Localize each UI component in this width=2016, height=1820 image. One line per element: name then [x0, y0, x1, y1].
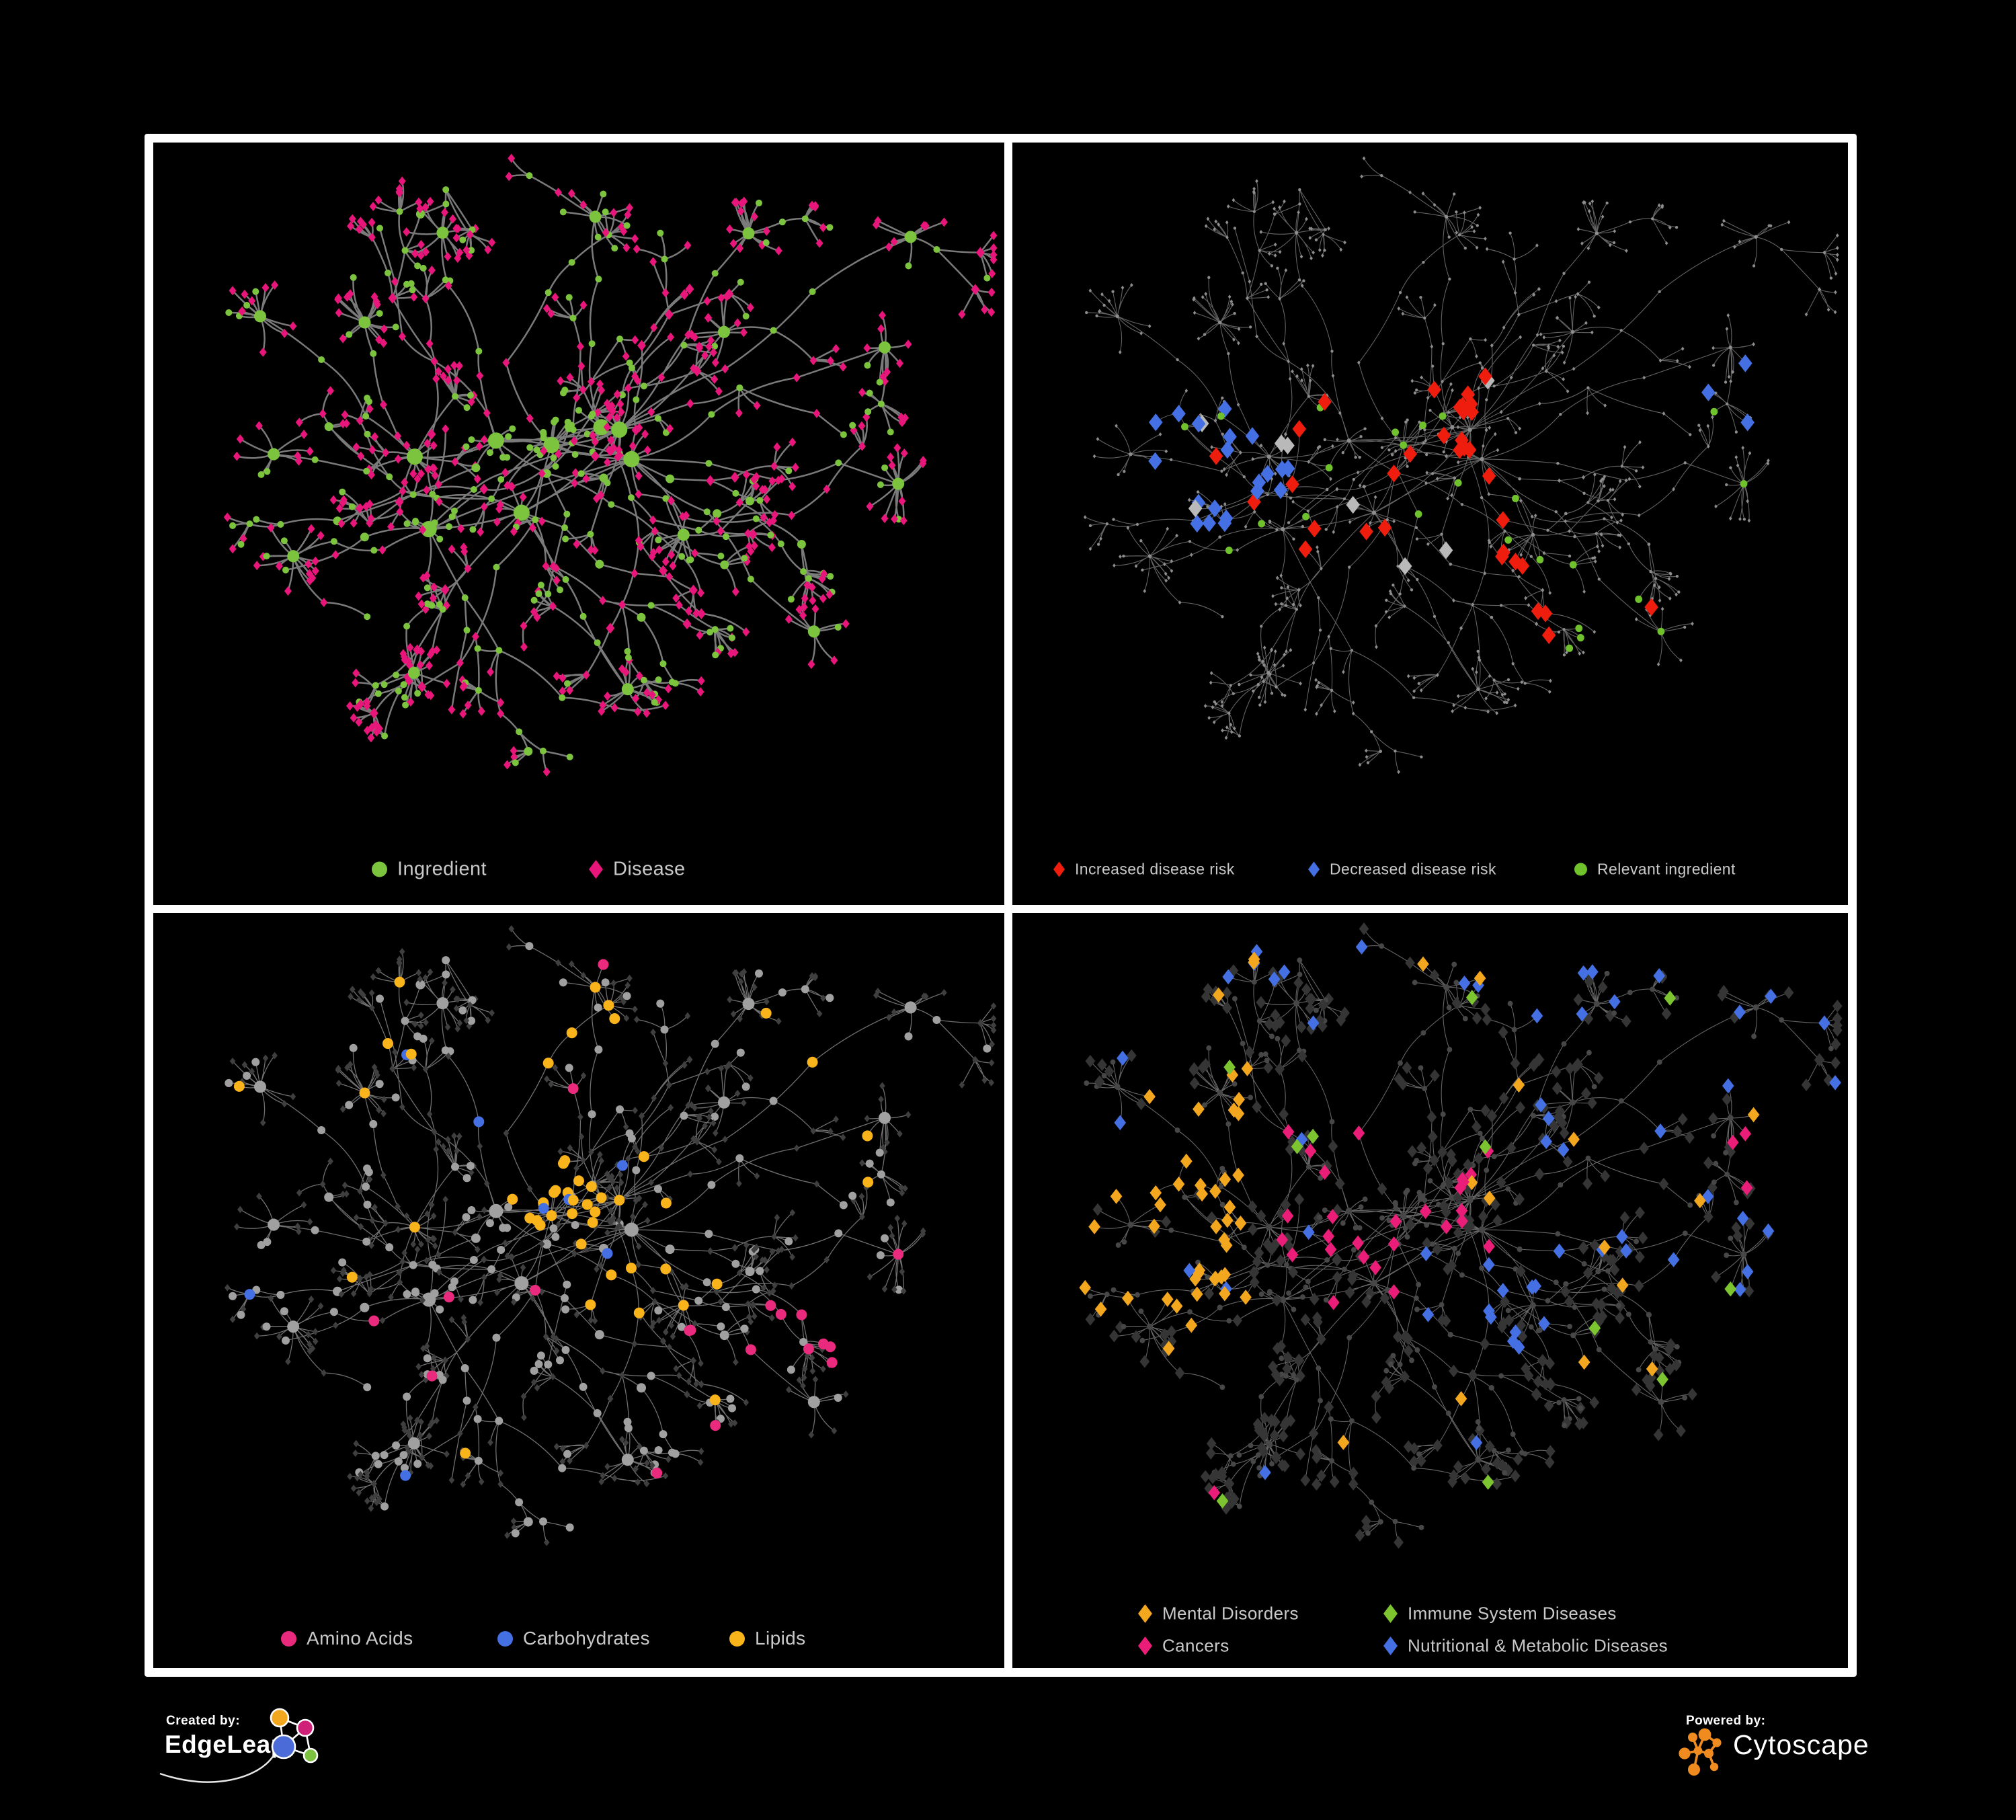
- legend-item: Ingredient: [372, 859, 487, 881]
- cytoscape-wordmark: Cytoscape: [1733, 1729, 1869, 1760]
- panel-ingredient-disease: Ingredient Disease: [153, 143, 1004, 905]
- legend-item: Decreased disease risk: [1308, 861, 1496, 879]
- created-by-label: Created by:: [166, 1714, 241, 1728]
- legend-item: Nutritional & Metabolic Diseases: [1383, 1636, 1668, 1657]
- legend-label: Disease: [613, 858, 686, 880]
- network-canvas-ingredient-disease: [153, 145, 1004, 828]
- edgeleap-orange-node: [270, 1708, 290, 1728]
- immune-system-diseases-swatch: [1383, 1604, 1398, 1623]
- disease-swatch: [589, 860, 603, 879]
- panel-grid-frame: Ingredient Disease Increased disease ris…: [145, 134, 1857, 1677]
- legend-item: Mental Disorders: [1138, 1604, 1299, 1624]
- legend-item: Lipids: [729, 1628, 806, 1649]
- edgeleap-magenta-node: [296, 1718, 315, 1737]
- legend-item: Cancers: [1138, 1636, 1229, 1657]
- powered-by-label: Powered by:: [1686, 1714, 1766, 1728]
- edgeleap-green-node: [303, 1747, 319, 1764]
- network-canvas-disease-category: [1012, 916, 1848, 1599]
- legend-item: Immune System Diseases: [1383, 1604, 1617, 1624]
- legend-item: Carbohydrates: [497, 1628, 650, 1649]
- legend-label: Amino Acids: [307, 1628, 413, 1649]
- cytoscape-logo-icon: [1679, 1728, 1722, 1776]
- network-canvas-nutrient-class: [153, 916, 1004, 1599]
- lipids-swatch: [729, 1630, 745, 1647]
- legend-label: Immune System Diseases: [1408, 1603, 1617, 1624]
- panel-disease-risk: Increased disease risk Decreased disease…: [1012, 143, 1848, 905]
- legend-label: Increased disease risk: [1075, 860, 1235, 878]
- cancers-swatch: [1138, 1636, 1152, 1655]
- ingredient-swatch: [372, 861, 387, 877]
- edgeleap-swoosh: [159, 1755, 275, 1783]
- edgeleap-logo: [159, 1708, 319, 1783]
- carbohydrates-swatch: [497, 1630, 513, 1647]
- legend-label: Decreased disease risk: [1330, 860, 1496, 878]
- nutritional-metabolic-diseases-swatch: [1383, 1636, 1398, 1655]
- increased-risk-swatch: [1053, 861, 1065, 877]
- legend-label: Mental Disorders: [1162, 1603, 1299, 1624]
- legend-item: Disease: [589, 859, 686, 881]
- panel-nutrient-class: Amino Acids Carbohydrates Lipids: [153, 913, 1004, 1668]
- legend-label: Carbohydrates: [523, 1628, 650, 1649]
- amino-acids-swatch: [281, 1630, 296, 1647]
- legend-label: Nutritional & Metabolic Diseases: [1408, 1635, 1668, 1656]
- legend-label: Lipids: [755, 1628, 806, 1649]
- relevant-ingredient-swatch: [1574, 863, 1587, 876]
- legend-label: Cancers: [1162, 1635, 1229, 1656]
- legend-item: Increased disease risk: [1053, 861, 1235, 879]
- panel-disease-category: Mental Disorders Immune System Diseases …: [1012, 913, 1848, 1668]
- legend-item: Amino Acids: [281, 1628, 413, 1649]
- decreased-risk-swatch: [1308, 861, 1320, 877]
- mental-disorders-swatch: [1138, 1604, 1152, 1623]
- edgeleap-molecule: [270, 1708, 319, 1764]
- legend-item: Relevant ingredient: [1574, 861, 1736, 879]
- legend-label: Relevant ingredient: [1597, 860, 1736, 878]
- network-canvas-disease-risk: [1012, 145, 1848, 828]
- edgeleap-wordmark: EdgeLeap: [165, 1731, 286, 1758]
- legend-label: Ingredient: [397, 858, 487, 880]
- edgeleap-blue-node: [271, 1734, 296, 1759]
